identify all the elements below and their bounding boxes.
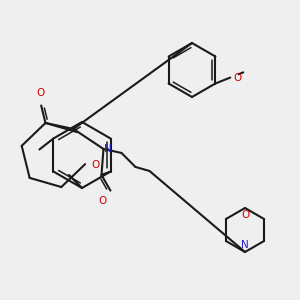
Text: O: O [241, 210, 249, 220]
Text: O: O [36, 88, 44, 98]
Text: O: O [98, 196, 106, 206]
Text: O: O [233, 73, 242, 82]
Text: O: O [91, 160, 99, 170]
Text: N: N [104, 144, 112, 154]
Text: N: N [241, 240, 249, 250]
